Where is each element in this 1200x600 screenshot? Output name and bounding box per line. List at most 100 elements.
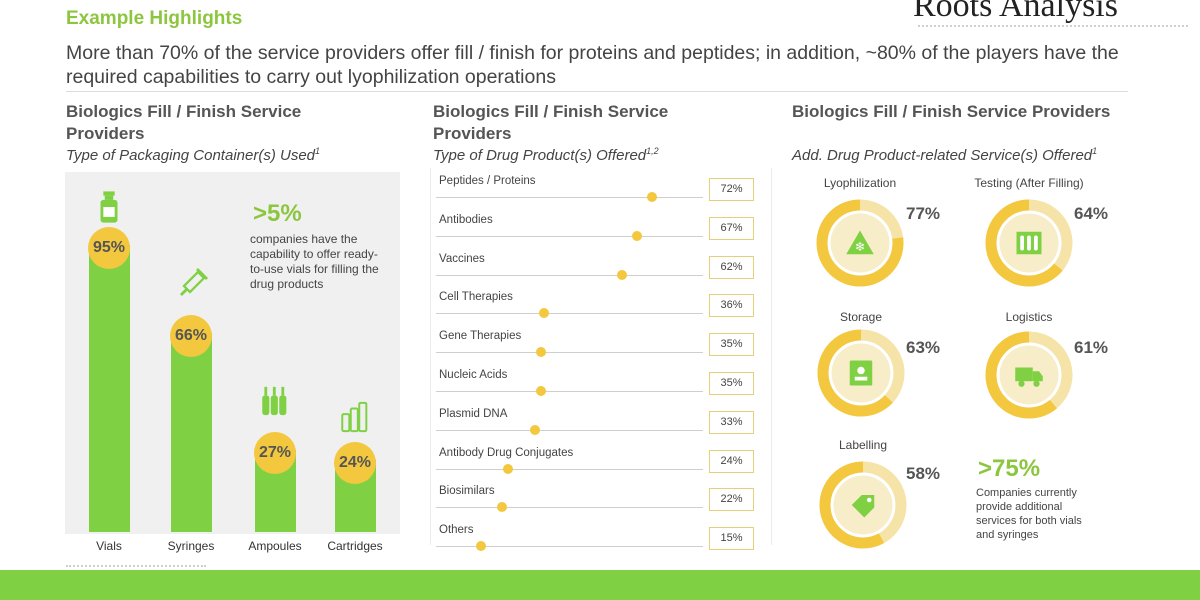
vial-icon (100, 191, 118, 223)
donut-4 (980, 326, 1078, 429)
headline: More than 70% of the service providers o… (66, 42, 1119, 88)
value-label: 66% (170, 314, 212, 357)
truck-icon (1015, 367, 1043, 387)
donut-slice (819, 461, 907, 549)
value-marker (617, 269, 627, 280)
panel2-footnote-mark: 1,2 (646, 146, 659, 156)
row-track (436, 468, 703, 470)
category-label: Syringes (167, 539, 215, 553)
value-marker (539, 308, 549, 319)
section-eyebrow: Example Highlights (66, 8, 243, 29)
value-box: 35% (709, 372, 754, 395)
value-label: 95% (88, 227, 130, 270)
donut-icon-wrap (1014, 360, 1044, 395)
donut-value: 61% (1074, 338, 1109, 357)
value-box: 67% (709, 216, 754, 240)
callout3-value: >75% (978, 455, 1041, 482)
panel3-title: Biologics Fill / Finish Service Provider… (792, 102, 1111, 121)
panel2-title: Biologics Fill / Finish Service Provider… (433, 102, 669, 143)
row-label: Peptides / Proteins (439, 175, 536, 187)
donut-slice (817, 329, 905, 417)
panel1-footnote-mark: 1 (315, 146, 321, 156)
panel1-title: Biologics Fill / Finish Service Provider… (66, 102, 302, 143)
row-label: Nucleic Acids (439, 369, 508, 381)
snowflake-icon: ❄ (846, 230, 874, 255)
value-box: 33% (709, 410, 754, 434)
donut-label: Testing (After Filling) (974, 176, 1084, 190)
header-divider (66, 91, 1128, 92)
row-label: Biosimilars (439, 485, 495, 498)
footer-bar (0, 570, 1200, 600)
storage-book-icon (849, 360, 873, 386)
value-box: 15% (709, 527, 754, 551)
category-label: Cartridges (327, 539, 383, 553)
row-label: Antibodies (439, 213, 493, 226)
value-marker (497, 502, 507, 513)
category-label: Vials (96, 539, 122, 553)
panel1-subtitle-text: Type of Packaging Container(s) Used (66, 147, 316, 164)
donut-3 (812, 324, 910, 427)
donut-value: 64% (1074, 204, 1109, 223)
row-track (436, 352, 703, 354)
value-box: 72% (709, 178, 754, 201)
value-box: 62% (709, 255, 754, 279)
donut-icon-wrap (1014, 228, 1044, 263)
logo-tagline-decoration (918, 25, 1188, 31)
drug-product-chart-frame (430, 168, 772, 545)
value-box: 36% (709, 294, 754, 318)
value-marker (632, 230, 642, 241)
value-marker (536, 347, 546, 358)
value-box: 24% (709, 449, 754, 473)
donut-label: Labelling (838, 438, 888, 452)
row-label: Others (439, 524, 474, 537)
ampoules-icon (262, 386, 287, 416)
value-box: 22% (709, 488, 754, 512)
cartridges-icon (341, 401, 368, 433)
value-box: 35% (709, 333, 754, 357)
donut-icon-wrap: ❄ (845, 228, 875, 263)
value-marker (503, 463, 513, 474)
donut-label: Lyophilization (823, 176, 897, 190)
value-label: 24% (334, 441, 376, 484)
donut-slice (816, 199, 904, 287)
donut-value: 77% (906, 204, 941, 223)
panel1-subtitle: Type of Packaging Container(s) Used1 (66, 146, 320, 164)
row-track (436, 235, 703, 237)
donut-slice (985, 199, 1073, 287)
row-track (436, 313, 703, 315)
icon-wrap (173, 267, 209, 307)
panel2-subtitle: Type of Drug Product(s) Offered1,2 (433, 146, 659, 164)
callout1-value: >5% (253, 200, 302, 227)
panel3-subtitle: Add. Drug Product-related Service(s) Off… (792, 146, 1097, 164)
svg-text:❄: ❄ (855, 239, 865, 254)
donut-label: Storage (839, 310, 883, 324)
donut-icon-wrap (846, 358, 876, 393)
row-label: Plasmid DNA (439, 407, 508, 420)
callout1-text: companies have the capability to offer r… (250, 232, 379, 291)
row-track (436, 391, 703, 392)
icon-wrap (337, 400, 373, 439)
row-label: Gene Therapies (439, 330, 522, 343)
brand-logo: Roots Analysis (913, 0, 1118, 24)
donut-slice (985, 331, 1073, 419)
value-marker (476, 541, 486, 552)
donut-chart (985, 331, 1073, 419)
tag-icon (851, 495, 875, 518)
row-track (436, 197, 703, 198)
donut-value: 58% (906, 464, 941, 483)
row-track (436, 429, 703, 431)
panel3-footnote-mark: 1 (1092, 146, 1098, 156)
row-track (436, 507, 703, 509)
value-label: 27% (254, 432, 296, 475)
value-marker (647, 192, 657, 202)
panel2-subtitle-text: Type of Drug Product(s) Offered (433, 147, 647, 164)
icon-wrap (257, 384, 293, 423)
row-track (436, 546, 703, 548)
value-marker (530, 424, 540, 435)
category-label: Ampoules (248, 539, 302, 553)
donut-icon-wrap (848, 490, 878, 525)
donut-2 (980, 194, 1078, 297)
panel3-subtitle-text: Add. Drug Product-related Service(s) Off… (792, 147, 1093, 164)
donut-label: Logistics (1005, 310, 1053, 324)
value-marker (536, 386, 546, 396)
